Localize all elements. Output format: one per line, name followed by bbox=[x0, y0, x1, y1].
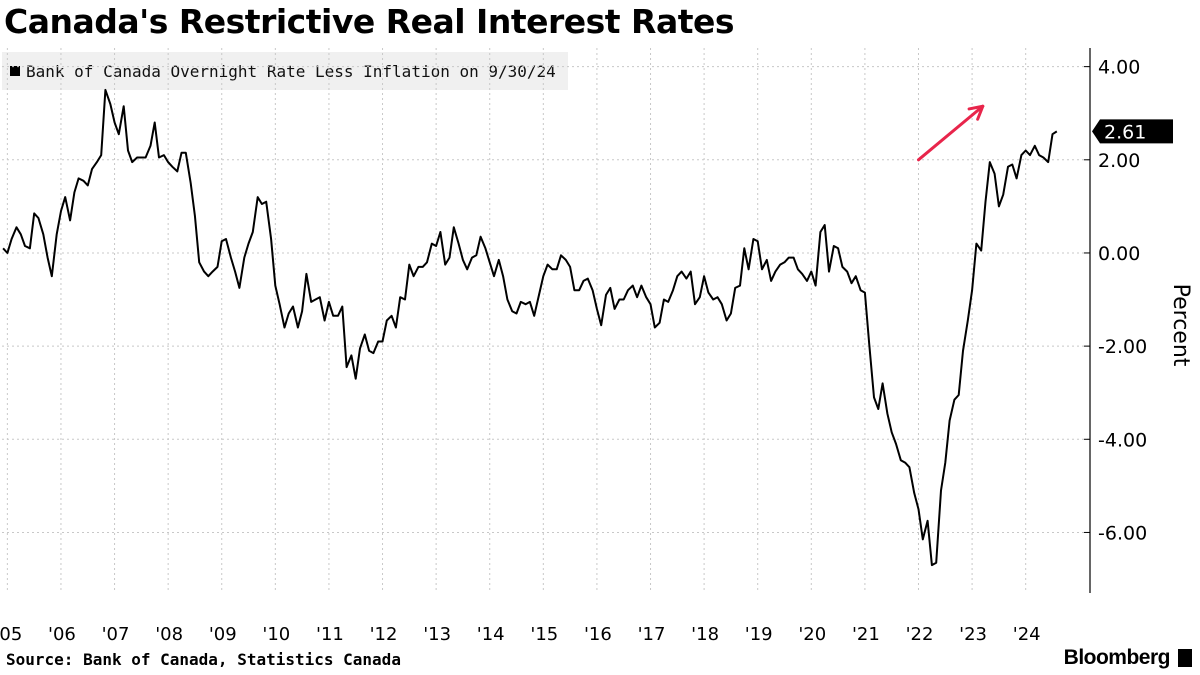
x-tick-label: '14 bbox=[477, 624, 505, 645]
x-tick-label: '10 bbox=[262, 624, 290, 645]
x-tick-label: '06 bbox=[48, 624, 76, 645]
x-tick-label: '17 bbox=[638, 624, 666, 645]
x-tick-label: '16 bbox=[584, 624, 612, 645]
x-tick-label: '22 bbox=[906, 624, 934, 645]
x-tick-label: '18 bbox=[691, 624, 719, 645]
y-tick-label: 2.00 bbox=[1098, 150, 1140, 172]
x-tick-label: '12 bbox=[370, 624, 398, 645]
arrow-head bbox=[967, 104, 985, 121]
legend-swatch bbox=[10, 66, 20, 76]
last-value-label: 2.61 bbox=[1104, 121, 1146, 143]
y-tick-label: -4.00 bbox=[1098, 429, 1147, 451]
legend: Bank of Canada Overnight Rate Less Infla… bbox=[2, 52, 568, 90]
x-tick-label: '20 bbox=[798, 624, 826, 645]
annotations bbox=[916, 104, 985, 162]
x-tick-label: '11 bbox=[316, 624, 344, 645]
brand-name: Bloomberg bbox=[1063, 646, 1171, 669]
x-tick-label: '13 bbox=[423, 624, 451, 645]
series-group bbox=[2, 88, 1058, 567]
y-tick-label: -2.00 bbox=[1098, 336, 1147, 358]
page-title: Canada's Restrictive Real Interest Rates bbox=[4, 2, 735, 41]
y-tick-label: 0.00 bbox=[1098, 243, 1140, 265]
brand-mark-icon bbox=[1178, 649, 1192, 667]
x-tick-label: '19 bbox=[745, 624, 773, 645]
x-tick-label: '15 bbox=[530, 624, 558, 645]
x-tick-label: '23 bbox=[959, 624, 987, 645]
x-tick-label: '08 bbox=[155, 624, 183, 645]
brand-logo: Bloomberg bbox=[1064, 646, 1192, 670]
grid bbox=[2, 48, 1090, 593]
last-value-box bbox=[1092, 119, 1173, 144]
x-tick-label: '21 bbox=[852, 624, 880, 645]
x-tick-label: '07 bbox=[102, 624, 130, 645]
last-value-callout: 2.61 bbox=[1092, 119, 1173, 144]
y-axis-label: Percent bbox=[1168, 284, 1193, 367]
axes: '05 '06 '07 '08 '09 '10 '11 '12 '13 '14 '15 '16 '17 '… bbox=[0, 48, 1193, 645]
source-note: Source: Bank of Canada, Statistics Canad… bbox=[6, 650, 401, 669]
arrow-annotation bbox=[916, 104, 985, 162]
series-line bbox=[2, 88, 1058, 567]
x-tick-label: '24 bbox=[1013, 624, 1041, 645]
y-tick-label: 4.00 bbox=[1098, 57, 1140, 79]
y-tick-label: -6.00 bbox=[1098, 522, 1147, 544]
x-tick-label: '05 bbox=[0, 624, 22, 645]
x-tick-label: '09 bbox=[209, 624, 237, 645]
